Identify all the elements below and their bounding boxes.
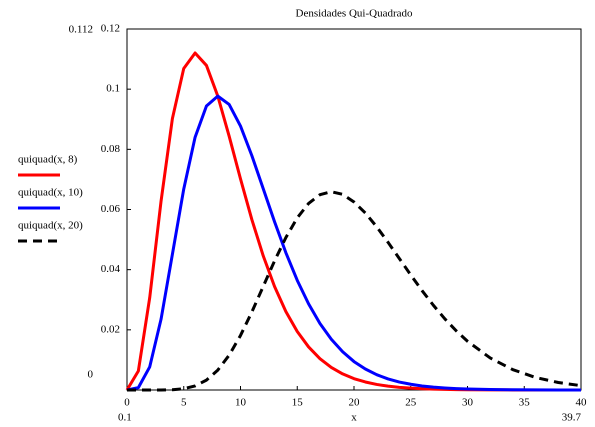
x-tick-label: 35 [519, 397, 531, 409]
legend-label: quiquad(x, 10) [18, 187, 83, 199]
y-range-marker: 0.112 [69, 24, 93, 36]
x-tick-label: 15 [292, 397, 304, 409]
y-tick-label: 0.04 [101, 263, 121, 275]
series-line [126, 94, 582, 392]
x-tick-label: 25 [405, 397, 417, 409]
y-range-marker: 0 [88, 369, 94, 381]
series-line [125, 51, 581, 392]
y-tick-label: 0.06 [101, 203, 121, 215]
legend-label: quiquad(x, 20) [18, 220, 83, 232]
series-line [127, 190, 582, 392]
plot-frame [126, 28, 582, 391]
x-range-marker: 39.7 [562, 412, 582, 424]
x-tick-label: 0 [124, 397, 130, 409]
x-tick-label: 20 [349, 397, 361, 409]
legend-label: quiquad(x, 8) [18, 154, 78, 166]
y-tick-label: 0.12 [101, 23, 120, 35]
x-tick-label: 5 [181, 397, 187, 409]
y-tick-label: 0.02 [101, 323, 120, 335]
x-tick-label: 30 [462, 397, 474, 409]
x-range-marker: 0.1 [118, 412, 132, 424]
x-axis-label: x [351, 412, 357, 424]
y-tick-label: 0.08 [101, 143, 121, 155]
x-tick-label: 40 [576, 397, 588, 409]
chart-title: Densidades Qui-Quadrado [296, 8, 413, 20]
y-tick-label: 0.1 [106, 83, 120, 95]
x-tick-label: 10 [235, 397, 247, 409]
